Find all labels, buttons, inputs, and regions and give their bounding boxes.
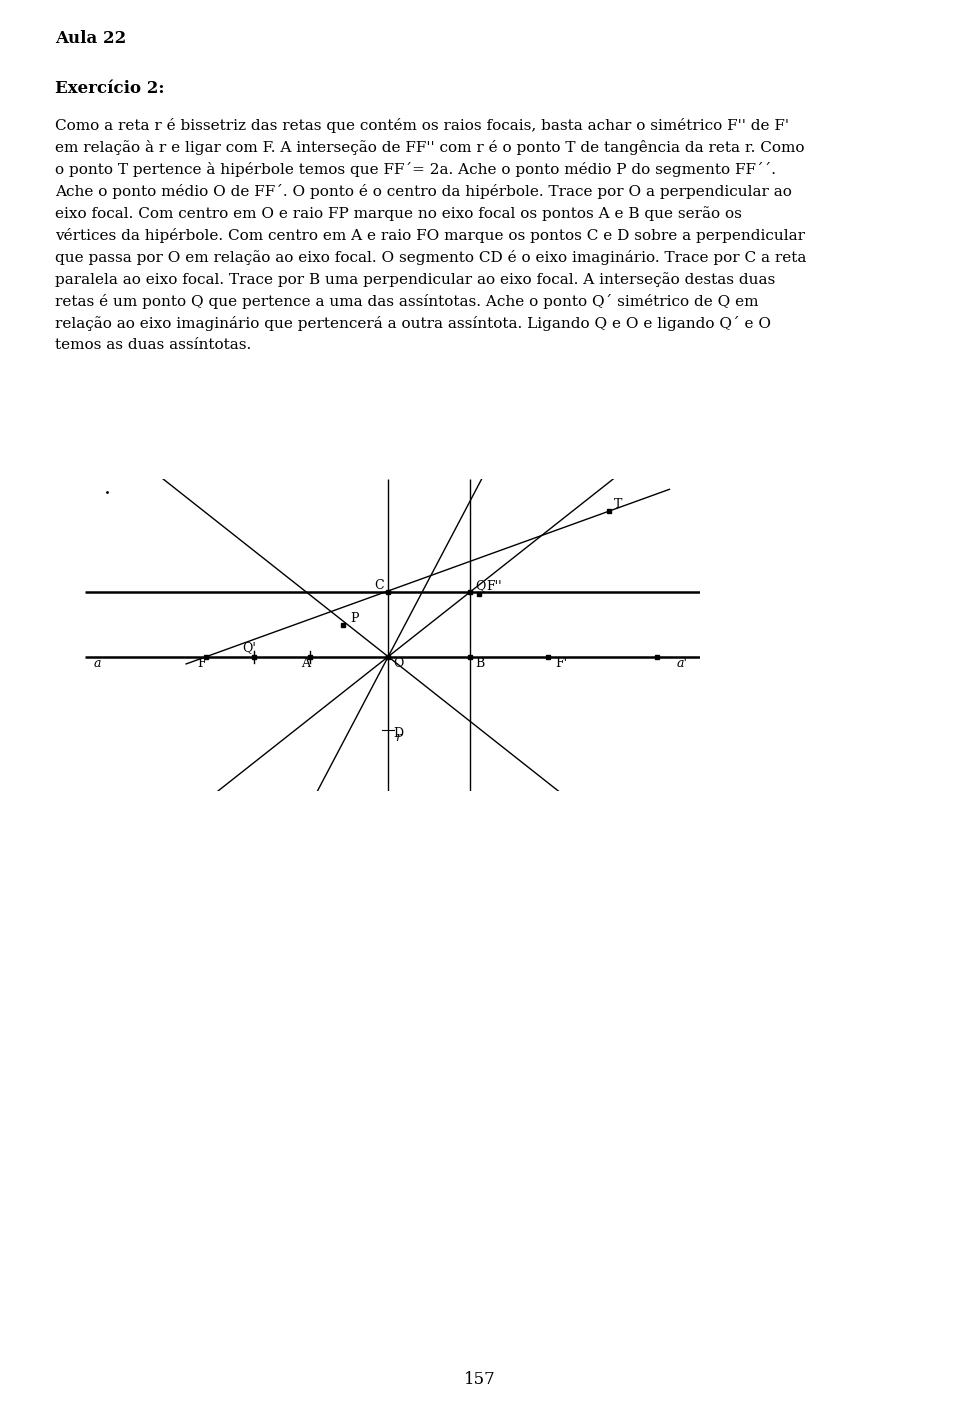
Text: C: C [374,579,384,593]
Text: vértices da hipérbole. Com centro em A e raio FO marque os pontos C e D sobre a : vértices da hipérbole. Com centro em A e… [55,228,805,242]
Text: D: D [394,727,403,740]
Text: paralela ao eixo focal. Trace por B uma perpendicular ao eixo focal. A interseçã: paralela ao eixo focal. Trace por B uma … [55,272,776,286]
Text: 157: 157 [464,1371,496,1388]
Text: Exercício 2:: Exercício 2: [55,79,164,96]
Text: Q: Q [475,579,486,593]
Text: O: O [394,657,404,671]
Text: que passa por O em relação ao eixo focal. O segmento CD é o eixo imaginário. Tra: que passa por O em relação ao eixo focal… [55,250,806,265]
Text: F'': F'' [486,580,502,593]
Text: B: B [475,657,484,671]
Text: A: A [301,657,310,671]
Text: o ponto T pertence à hipérbole temos que FF´= 2a. Ache o ponto médio P do segmen: o ponto T pertence à hipérbole temos que… [55,162,776,177]
Text: P: P [350,613,358,625]
Text: a: a [94,657,101,671]
Text: Como a reta r é bissetriz das retas que contém os raios focais, basta achar o si: Como a reta r é bissetriz das retas que … [55,118,789,133]
Text: Q': Q' [243,641,256,655]
Text: F': F' [555,657,567,671]
Text: Aula 22: Aula 22 [55,30,127,47]
Text: r: r [396,730,401,743]
Text: eixo focal. Com centro em O e raio FP marque no eixo focal os pontos A e B que s: eixo focal. Com centro em O e raio FP ma… [55,206,742,221]
Text: Ache o ponto médio O de FF´. O ponto é o centro da hipérbole. Trace por O a perp: Ache o ponto médio O de FF´. O ponto é o… [55,184,792,199]
Text: F: F [198,657,206,671]
Text: temos as duas assíntotas.: temos as duas assíntotas. [55,337,252,352]
Text: em relação à r e ligar com F. A interseção de FF'' com r é o ponto T de tangênci: em relação à r e ligar com F. A interseç… [55,140,804,155]
Text: retas é um ponto Q que pertence a uma das assíntotas. Ache o ponto Q´ simétrico : retas é um ponto Q que pertence a uma da… [55,294,758,309]
Text: T: T [614,498,623,510]
Text: a': a' [676,657,687,671]
Text: relação ao eixo imaginário que pertencerá a outra assíntota. Ligando Q e O e lig: relação ao eixo imaginário que pertencer… [55,316,771,330]
